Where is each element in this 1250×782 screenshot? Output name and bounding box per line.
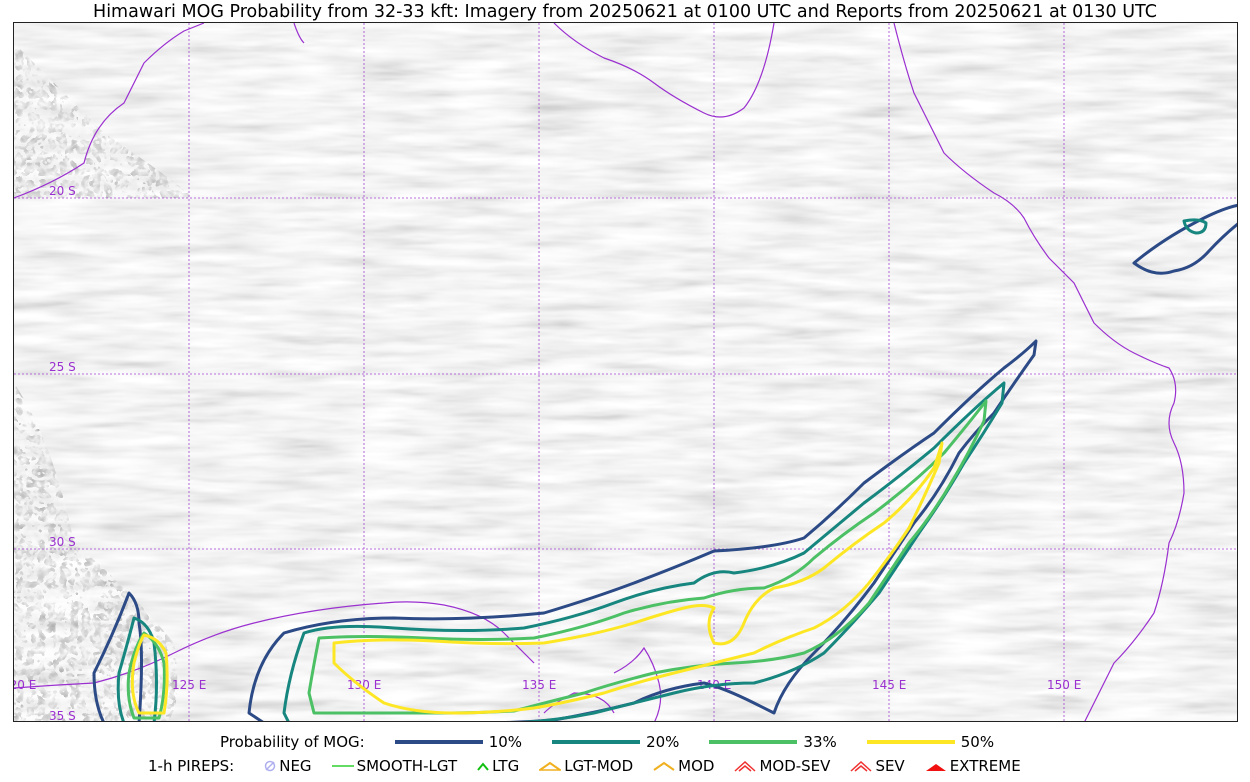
line-icon	[331, 765, 354, 767]
caret-icon	[653, 761, 675, 771]
map-title: Himawari MOG Probability from 32-33 kft:…	[93, 2, 1157, 22]
pirep-label: EXTREME	[949, 757, 1021, 775]
legend-item-label: 50%	[960, 733, 995, 751]
swatch-10-percent	[394, 740, 483, 744]
lon-label-150e: 150 E	[1047, 678, 1081, 692]
legend-item-label: 20%	[646, 733, 680, 751]
coastline-east	[893, 23, 1185, 721]
pirep-label: NEG	[279, 757, 312, 775]
caret-icon	[477, 762, 489, 771]
lon-label-125e: 125 E	[172, 678, 206, 692]
coastlines	[14, 23, 1185, 721]
legend-item-50-percent: 50%	[866, 733, 995, 751]
pirep-label: MOD	[678, 757, 715, 775]
grid-lines	[14, 23, 1237, 721]
legend-item-label: 10%	[488, 733, 523, 751]
lon-label-145e: 145 E	[872, 678, 906, 692]
double-caret-icon	[850, 760, 872, 772]
pirep-ltg: LTG	[477, 757, 519, 775]
pirep-sev: SEV	[850, 757, 905, 775]
probability-legend-row: Probability of MOG: 10% 20% 33% 50%	[220, 733, 1024, 751]
swatch-20-percent	[552, 740, 641, 744]
lon-label-135e: 135 E	[522, 678, 556, 692]
lat-label-35s: 35 S	[49, 709, 76, 722]
lat-label-25s: 25 S	[49, 360, 76, 374]
legend: Probability of MOG: 10% 20% 33% 50% 1-h …	[0, 730, 1250, 782]
pirep-label: LTG	[492, 757, 520, 775]
coastline-north-gulf	[293, 23, 775, 118]
legend-item-10-percent: 10%	[394, 733, 523, 751]
coastline-south	[14, 601, 662, 721]
swatch-33-percent	[709, 740, 798, 744]
pirep-legend-row: 1-h PIREPS: NEG SMOOTH-LGT LTG LGT-MOD M…	[148, 757, 1041, 775]
lat-label-30s: 30 S	[49, 535, 76, 549]
pirep-neg: NEG	[264, 757, 312, 775]
probability-legend-label: Probability of MOG:	[220, 733, 365, 751]
legend-item-20-percent: 20%	[552, 733, 679, 751]
mog-contours	[92, 203, 1237, 721]
swatch-50-percent	[866, 740, 955, 744]
map-panel[interactable]: 20 S 25 S 30 S 35 S 120 E 125 E 130 E 13…	[13, 22, 1238, 722]
double-caret-icon	[734, 760, 756, 772]
contour-50-percent	[130, 441, 944, 715]
coastline-northwest	[14, 23, 205, 199]
lon-label-120e: 120 E	[14, 678, 36, 692]
legend-item-33-percent: 33%	[709, 733, 837, 751]
legend-item-label: 33%	[803, 733, 837, 751]
pirep-label: SEV	[875, 757, 905, 775]
pirep-lgt-mod: LGT-MOD	[539, 757, 633, 775]
pirep-label: LGT-MOD	[564, 757, 634, 775]
neg-circle-icon	[264, 760, 276, 772]
pirep-legend-label: 1-h PIREPS:	[148, 757, 235, 775]
pirep-mod: MOD	[653, 757, 714, 775]
caret-bar-icon	[539, 761, 562, 771]
pirep-smooth-lgt: SMOOTH-LGT	[331, 757, 458, 775]
pirep-label: SMOOTH-LGT	[356, 757, 458, 775]
satellite-imagery	[14, 23, 1237, 721]
pirep-extreme: EXTREME	[925, 757, 1021, 775]
filled-caret-icon	[925, 764, 946, 771]
lat-label-20s: 20 S	[49, 184, 76, 198]
pirep-mod-sev: MOD-SEV	[734, 757, 830, 775]
pirep-label: MOD-SEV	[759, 757, 831, 775]
